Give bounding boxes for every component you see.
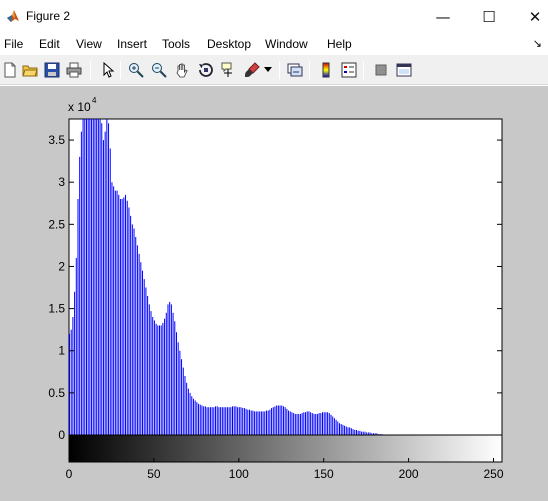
menu-desktop[interactable]: Desktop [207, 37, 252, 51]
x-tick-label: 100 [229, 467, 249, 481]
y-tick-label: 0 [58, 428, 65, 442]
y-tick-label: 0.5 [48, 386, 65, 400]
y-tick-label: 1.5 [48, 302, 65, 316]
show-plot-tools-icon[interactable] [394, 60, 414, 80]
minimize-button[interactable]: — [420, 0, 466, 33]
x-tick-label: 0 [66, 467, 73, 481]
edit-plot-pointer-icon[interactable] [98, 60, 118, 80]
menu-help[interactable]: Help [327, 37, 352, 51]
zoom-in-icon[interactable] [126, 60, 146, 80]
menu-view[interactable]: View [76, 37, 102, 51]
maximize-icon: ☐ [482, 7, 496, 26]
histogram-bars [69, 119, 383, 435]
pan-hand-icon[interactable] [172, 60, 192, 80]
print-icon[interactable] [64, 60, 84, 80]
save-icon[interactable] [42, 60, 62, 80]
menu-edit[interactable]: Edit [39, 37, 60, 51]
figure-toolbar [0, 55, 548, 85]
toolbar-separator [309, 61, 310, 79]
y-tick-label: 3.5 [48, 133, 65, 147]
minimize-icon: — [435, 7, 451, 26]
x-tick-label: 150 [314, 467, 334, 481]
toolbar-separator [120, 61, 121, 79]
data-cursor-icon[interactable] [219, 60, 239, 80]
menu-file[interactable]: File [4, 37, 24, 51]
hide-plot-tools-icon[interactable] [371, 60, 391, 80]
menu-window[interactable]: Window [265, 37, 308, 51]
y-axis-ticks: 0 0.5 1 1.5 2 2.5 3 3.5 [48, 133, 502, 442]
link-plot-icon[interactable] [285, 60, 305, 80]
window-title: Figure 2 [26, 9, 71, 23]
zoom-out-icon[interactable] [149, 60, 169, 80]
window-titlebar[interactable]: Figure 2 — ☐ ✕ [0, 0, 548, 33]
x-tick-label: 250 [483, 467, 503, 481]
insert-legend-icon[interactable] [339, 60, 359, 80]
close-icon: ✕ [528, 7, 542, 26]
toolbar-separator [279, 61, 280, 79]
brush-icon[interactable] [242, 60, 262, 80]
figure-canvas[interactable]: 0 0.5 1 1.5 2 2.5 3 3.5 x 10 4 0 50 100 150 200 250 [0, 86, 548, 501]
grayscale-colorbar [68, 434, 503, 463]
x-axis-ticks: 0 50 100 150 200 250 [66, 458, 504, 481]
new-figure-icon[interactable] [0, 60, 20, 80]
close-button[interactable]: ✕ [512, 0, 548, 33]
matlab-logo-icon [6, 9, 20, 23]
toolbar-separator [90, 61, 91, 79]
y-tick-label: 2 [58, 259, 65, 273]
y-exponent-label: x 10 [68, 100, 91, 114]
menu-insert[interactable]: Insert [117, 37, 148, 51]
y-tick-label: 1 [58, 344, 65, 358]
x-tick-label: 200 [399, 467, 419, 481]
brush-dropdown-icon[interactable] [262, 60, 274, 80]
y-tick-label: 3 [58, 175, 65, 189]
histogram-plot: 0 0.5 1 1.5 2 2.5 3 3.5 x 10 4 0 50 100 150 200 250 [48, 96, 504, 481]
menu-bar: File Edit View Insert Tools Desktop Wind… [0, 33, 548, 55]
maximize-button[interactable]: ☐ [466, 0, 512, 33]
y-exponent-power: 4 [92, 96, 97, 105]
menu-tools[interactable]: Tools [162, 37, 191, 51]
toolbar-separator [363, 61, 364, 79]
open-file-icon[interactable] [20, 60, 40, 80]
undock-arrow-icon[interactable]: ↘ [532, 38, 542, 50]
y-tick-label: 2.5 [48, 217, 65, 231]
x-tick-label: 50 [147, 467, 161, 481]
insert-colorbar-icon[interactable] [316, 60, 336, 80]
rotate-3d-icon[interactable] [196, 60, 216, 80]
